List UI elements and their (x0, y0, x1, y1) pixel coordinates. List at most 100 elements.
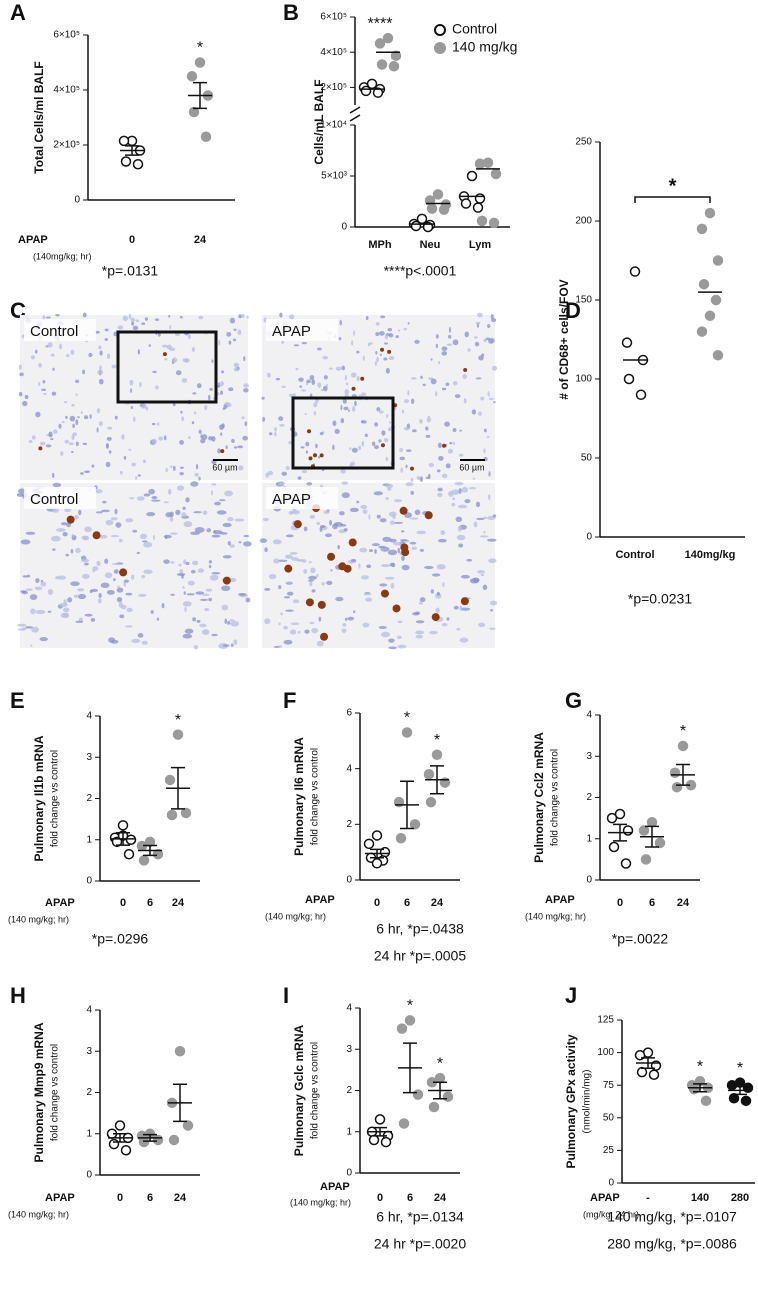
cd68-cell (66, 515, 75, 524)
y-tick-label: 0 (346, 1168, 352, 1179)
data-point (474, 193, 486, 204)
cell (77, 416, 80, 419)
data-point (696, 223, 708, 235)
cell (335, 366, 342, 371)
cell (375, 332, 380, 337)
x-axis-sublabel: (140 mg/kg; hr) (290, 1197, 351, 1207)
cell (451, 489, 460, 496)
data-point (704, 310, 716, 322)
cell (179, 466, 184, 470)
cell (141, 574, 146, 579)
p-value: 6 hr, *p=.0438 (376, 921, 464, 937)
cell (482, 584, 488, 591)
cell (410, 377, 417, 380)
cell (184, 628, 194, 634)
cell (286, 591, 294, 596)
cell (176, 572, 186, 576)
cell (106, 353, 111, 360)
cell (233, 362, 240, 368)
image-label: APAP (272, 491, 311, 508)
significance-mark: **** (368, 15, 393, 32)
x-axis-label: APAP (305, 894, 335, 906)
cell (333, 521, 343, 527)
cell (289, 314, 295, 320)
cell (106, 589, 115, 595)
cell (488, 494, 491, 500)
cell (38, 381, 41, 387)
cell (414, 509, 421, 516)
legend-marker (434, 42, 446, 54)
cell (309, 621, 315, 625)
cell (137, 349, 141, 355)
cell (379, 518, 387, 523)
x-tick-label: 6 (649, 897, 655, 909)
cell (293, 344, 300, 347)
image-bg (262, 483, 495, 648)
cell (115, 522, 122, 528)
cell (392, 515, 396, 520)
cell (61, 522, 68, 526)
y-axis-label: Pulmonary Gclc mRNA (292, 1024, 306, 1156)
cell (220, 390, 224, 395)
y-tick-label: 2 (86, 1087, 92, 1098)
cell (471, 409, 477, 415)
cell (34, 349, 38, 354)
y-tick-label: 2×10⁵ (320, 82, 347, 93)
cell (472, 477, 476, 480)
cell (298, 559, 304, 562)
cell (378, 439, 382, 443)
y-tick-label: 6×10⁵ (320, 12, 347, 23)
cell (152, 438, 157, 445)
cell (335, 596, 344, 602)
y-tick-label: 1 (86, 834, 92, 845)
cell (129, 497, 135, 500)
cell (446, 617, 450, 621)
cell (114, 508, 118, 515)
cell (396, 635, 402, 640)
data-point (174, 1046, 186, 1057)
cell (353, 330, 356, 336)
cell (464, 499, 471, 504)
axis-break (349, 106, 361, 122)
cd68-cell (348, 538, 357, 547)
cell (92, 569, 95, 573)
data-point (409, 819, 421, 830)
cell (338, 337, 342, 341)
cell (52, 429, 58, 434)
cell (227, 621, 231, 625)
cell (288, 441, 293, 445)
cell (55, 576, 60, 580)
cell (198, 476, 201, 481)
data-point (712, 255, 724, 266)
cell (148, 488, 156, 495)
cell (340, 418, 345, 424)
cell (70, 581, 80, 587)
cell (20, 590, 27, 593)
cell (77, 593, 87, 600)
cell (220, 432, 223, 436)
cell (478, 622, 486, 628)
cell (264, 587, 271, 591)
cell (132, 529, 138, 533)
cd68-cell (392, 604, 401, 613)
cell (38, 363, 42, 368)
significance-mark: * (407, 998, 413, 1015)
cell (100, 582, 110, 589)
cell (47, 341, 53, 348)
cell (131, 462, 137, 467)
cell (180, 410, 183, 414)
cell (441, 351, 448, 356)
cell (390, 582, 395, 589)
cell (156, 617, 160, 621)
data-point (374, 38, 386, 49)
cell (40, 579, 44, 583)
cell (128, 313, 132, 320)
data-point (712, 350, 724, 361)
y-tick-label: 0 (586, 532, 592, 543)
cell (393, 499, 403, 503)
cell (43, 392, 47, 395)
p-value: *p=.0296 (92, 931, 149, 947)
data-point (380, 1136, 392, 1148)
cell (289, 629, 297, 635)
cell (170, 561, 175, 564)
